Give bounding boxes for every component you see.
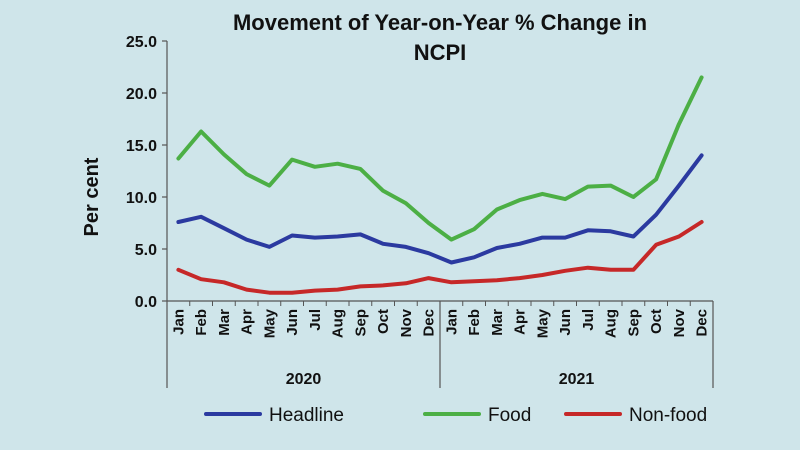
y-axis-label: Per cent (81, 157, 103, 236)
x-tick-label: Jan (170, 309, 187, 335)
x-tick-label: May (261, 308, 278, 338)
series-lines (176, 75, 704, 295)
x-tick-label: Mar (489, 309, 506, 336)
legend: Headline Food Non-food (204, 405, 707, 426)
x-tick-label: Jul (307, 309, 324, 331)
year-label: 2020 (286, 371, 322, 388)
x-tick-label: Aug (330, 309, 347, 338)
x-tick-label: Dec (694, 309, 711, 337)
legend-label-non-food: Non-food (629, 405, 707, 426)
x-tick-label: May (534, 308, 551, 338)
year-groups: 2020 2021 (166, 301, 714, 388)
x-ticks: Jan Feb Mar Apr May Jun Jul Aug Sep Oct Nov Dec Jan F… (166, 301, 714, 338)
x-tick-label: Jan (443, 309, 460, 335)
x-tick-label: Mar (216, 309, 233, 336)
chart-title-line-2: NCPI (414, 40, 467, 65)
axes (166, 41, 713, 302)
x-tick-label: Oct (648, 309, 665, 334)
legend-label-food: Food (488, 405, 531, 426)
y-tick-label: 20.0 (126, 86, 157, 103)
y-tick-label: 10.0 (126, 190, 157, 207)
x-tick-label: Feb (466, 309, 483, 336)
x-tick-label: Jun (557, 309, 574, 336)
x-tick-label: Apr (239, 309, 256, 335)
x-tick-label: Nov (671, 308, 688, 337)
x-tick-label: Feb (193, 309, 210, 336)
y-tick-label: 25.0 (126, 34, 157, 51)
x-tick-label: Sep (352, 309, 369, 337)
chart-title-line-1: Movement of Year-on-Year % Change in (233, 10, 647, 35)
x-tick-label: Jul (580, 309, 597, 331)
y-tick-label: 15.0 (126, 138, 157, 155)
y-ticks: 0.0 5.0 10.0 15.0 20.0 25.0 (126, 34, 167, 311)
x-tick-label: Aug (603, 309, 620, 338)
x-tick-label: Jun (284, 309, 301, 336)
series-line-headline (176, 153, 704, 265)
series-line-non-food (176, 220, 704, 295)
x-tick-label: Sep (625, 309, 642, 337)
legend-label-headline: Headline (269, 405, 344, 426)
x-tick-label: Oct (375, 309, 392, 334)
x-tick-label: Nov (398, 308, 415, 337)
series-line-food (176, 75, 704, 242)
y-tick-label: 0.0 (135, 294, 157, 311)
x-tick-label: Dec (421, 309, 438, 337)
x-tick-label: Apr (512, 309, 529, 335)
y-tick-label: 5.0 (135, 242, 157, 259)
year-label: 2021 (559, 371, 595, 388)
